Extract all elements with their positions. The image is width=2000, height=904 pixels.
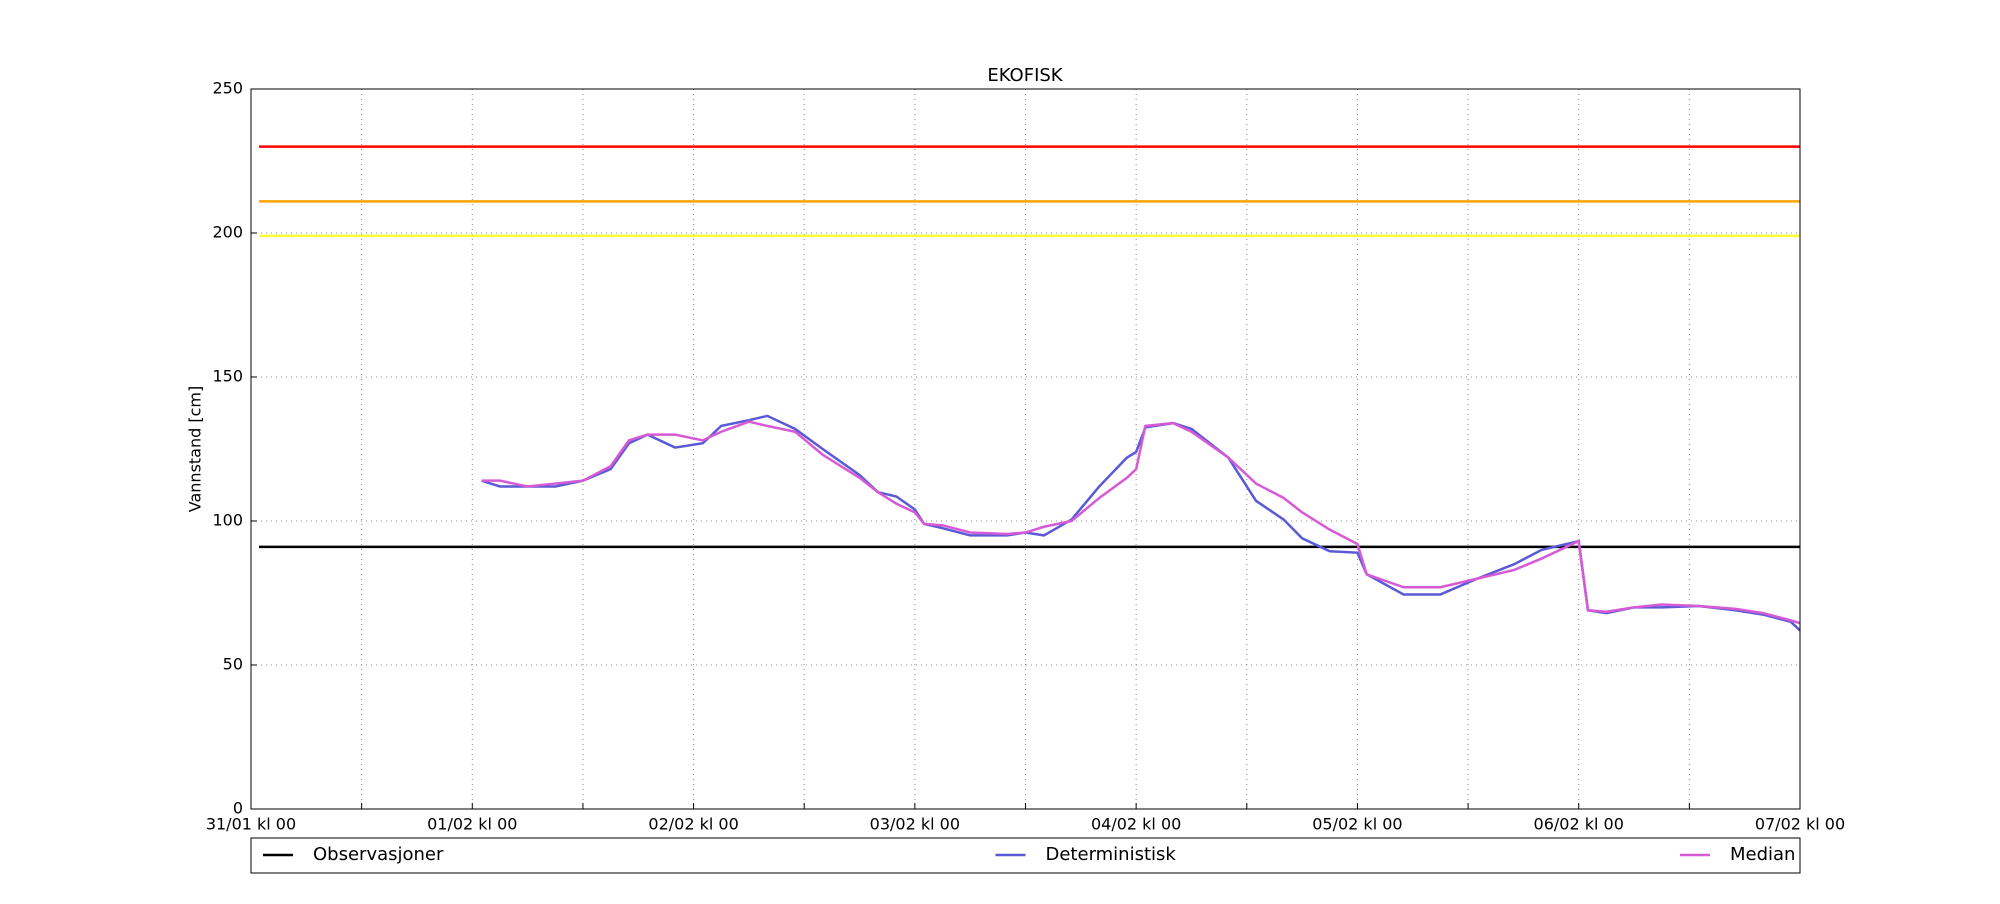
chart-title: EKOFISK — [987, 65, 1063, 86]
x-tick-label: 07/02 kl 00 — [1755, 815, 1845, 834]
x-tick-label: 06/02 kl 00 — [1534, 815, 1624, 834]
y-tick-label: 0 — [233, 799, 243, 818]
legend-label: Median — [1730, 844, 1795, 865]
x-tick-label: 02/02 kl 00 — [648, 815, 738, 834]
legend-label: Deterministisk — [1046, 844, 1177, 865]
y-tick-label: 250 — [212, 79, 243, 98]
x-tick-label: 01/02 kl 00 — [427, 815, 517, 834]
series-line — [481, 420, 1801, 625]
x-tick-label: 05/02 kl 00 — [1312, 815, 1402, 834]
y-tick-label: 150 — [212, 367, 243, 386]
y-tick-label: 100 — [212, 511, 243, 530]
legend-label: Observasjoner — [313, 844, 444, 865]
y-tick-label: 50 — [223, 655, 243, 674]
x-tick-label: 04/02 kl 00 — [1091, 815, 1181, 834]
plot-frame — [250, 88, 1801, 810]
x-tick-label: 31/01 kl 00 — [206, 815, 296, 834]
y-axis-label: Vannstand [cm] — [186, 386, 205, 512]
y-tick-label: 200 — [212, 223, 243, 242]
x-tick-label: 03/02 kl 00 — [870, 815, 960, 834]
legend-box — [250, 837, 1801, 874]
